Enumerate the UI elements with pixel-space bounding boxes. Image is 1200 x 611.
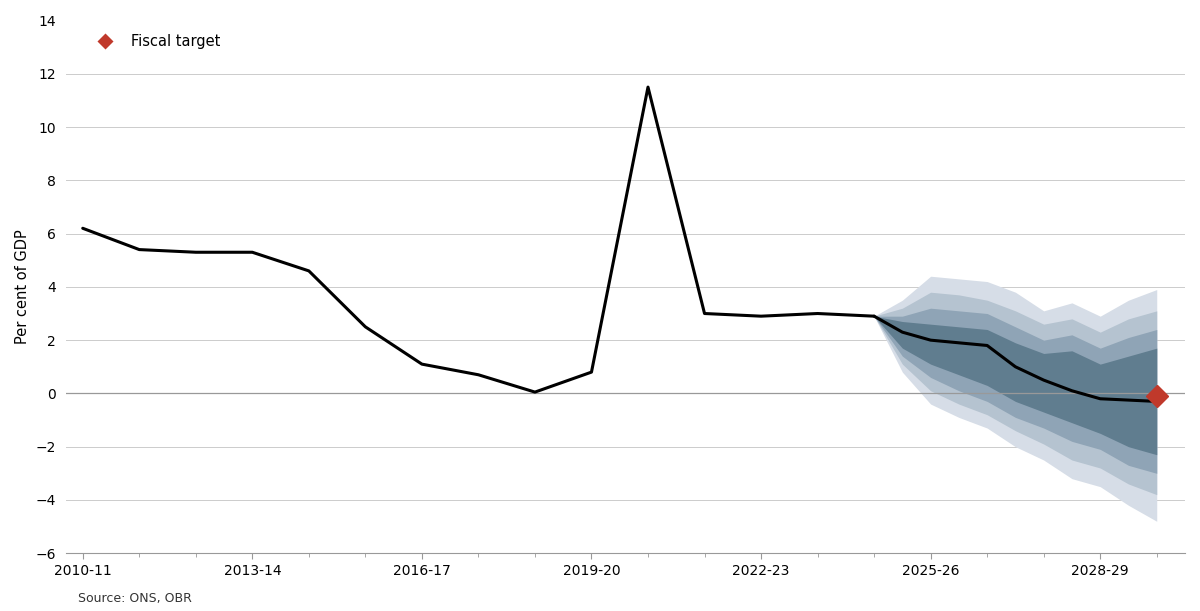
Text: Source: ONS, OBR: Source: ONS, OBR xyxy=(78,592,192,605)
Legend: Fiscal target: Fiscal target xyxy=(84,27,226,54)
Y-axis label: Per cent of GDP: Per cent of GDP xyxy=(16,230,30,344)
